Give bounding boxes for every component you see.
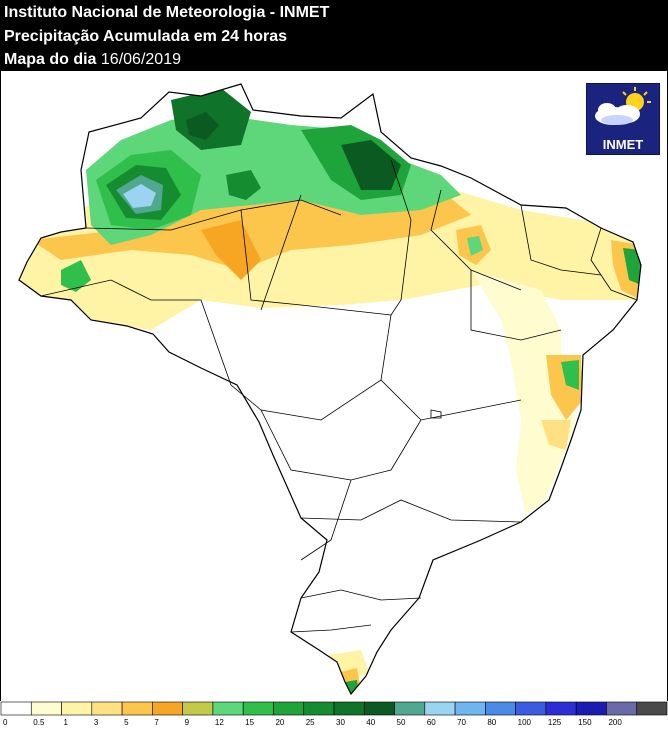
legend-swatch	[363, 701, 395, 716]
legend-label: 25	[306, 718, 315, 727]
legend-label: 125	[548, 718, 562, 727]
legend-swatch	[424, 701, 456, 716]
legend-label: 12	[215, 718, 224, 727]
inmet-logo: INMET	[586, 83, 660, 155]
legend-label: 30	[336, 718, 345, 727]
country-outline	[18, 83, 642, 696]
sun-cloud-icon	[595, 87, 651, 125]
legend-label: 1	[64, 718, 69, 727]
institute-title: Instituto Nacional de Meteorologia - INM…	[4, 4, 330, 21]
legend-swatch	[485, 701, 516, 716]
legend-swatch	[0, 701, 32, 716]
legend-label: 15	[245, 718, 254, 727]
legend-label: 5	[124, 718, 129, 727]
legend-swatch	[182, 701, 214, 716]
map-header: Instituto Nacional de Meteorologia - INM…	[0, 0, 668, 71]
legend-label: 3	[94, 718, 99, 727]
legend-swatch	[61, 701, 93, 716]
legend-swatch	[333, 701, 365, 716]
legend-label: 7	[154, 718, 159, 727]
legend-label: 9	[185, 718, 190, 727]
legend-swatch	[636, 701, 668, 716]
legend-scale: 0 0.5 1 3 5 7 9 12 15 20 25 30 40 50 60 70 80 100 125 150 20…	[0, 701, 668, 727]
legend-swatch	[606, 701, 638, 716]
precipitation-legend: 0 0.5 1 3 5 7 9 12 15 20 25 30 40 50 60 70 80 100 125 150 20…	[0, 701, 668, 731]
legend-label: 200	[608, 718, 622, 727]
map-date-line: Mapa do dia 16/06/2019	[4, 50, 181, 70]
brazil-precipitation-map	[18, 83, 642, 696]
legend-label: 20	[275, 718, 284, 727]
legend-swatch	[575, 701, 607, 716]
state-boundaries	[40, 159, 638, 633]
legend-swatch	[242, 701, 274, 716]
legend-swatch	[212, 701, 244, 716]
legend-swatch	[273, 701, 305, 716]
logo-text: INMET	[602, 137, 644, 152]
legend-label: 0.5	[33, 718, 45, 727]
legend-swatch	[152, 701, 183, 716]
map-date: 16/06/2019	[100, 51, 181, 68]
legend-swatch	[30, 701, 62, 716]
legend-label: 0	[3, 718, 8, 727]
legend-swatch	[515, 701, 547, 716]
legend-swatch	[454, 701, 486, 716]
product-title: Precipitação Acumulada em 24 horas	[4, 28, 288, 45]
date-prefix: Mapa do dia	[4, 51, 97, 68]
legend-swatch	[394, 701, 426, 716]
legend-label: 150	[578, 718, 592, 727]
legend-label: 50	[397, 718, 406, 727]
legend-label: 100	[518, 718, 532, 727]
legend-swatch	[303, 701, 335, 716]
legend-swatch	[121, 701, 153, 716]
legend-swatch	[91, 701, 123, 716]
legend-swatch	[545, 701, 577, 716]
legend-label: 40	[366, 718, 375, 727]
legend-label: 80	[487, 718, 496, 727]
precipitation-shading	[21, 88, 641, 694]
legend-label: 60	[427, 718, 436, 727]
map-area	[0, 71, 668, 701]
legend-label: 70	[457, 718, 466, 727]
